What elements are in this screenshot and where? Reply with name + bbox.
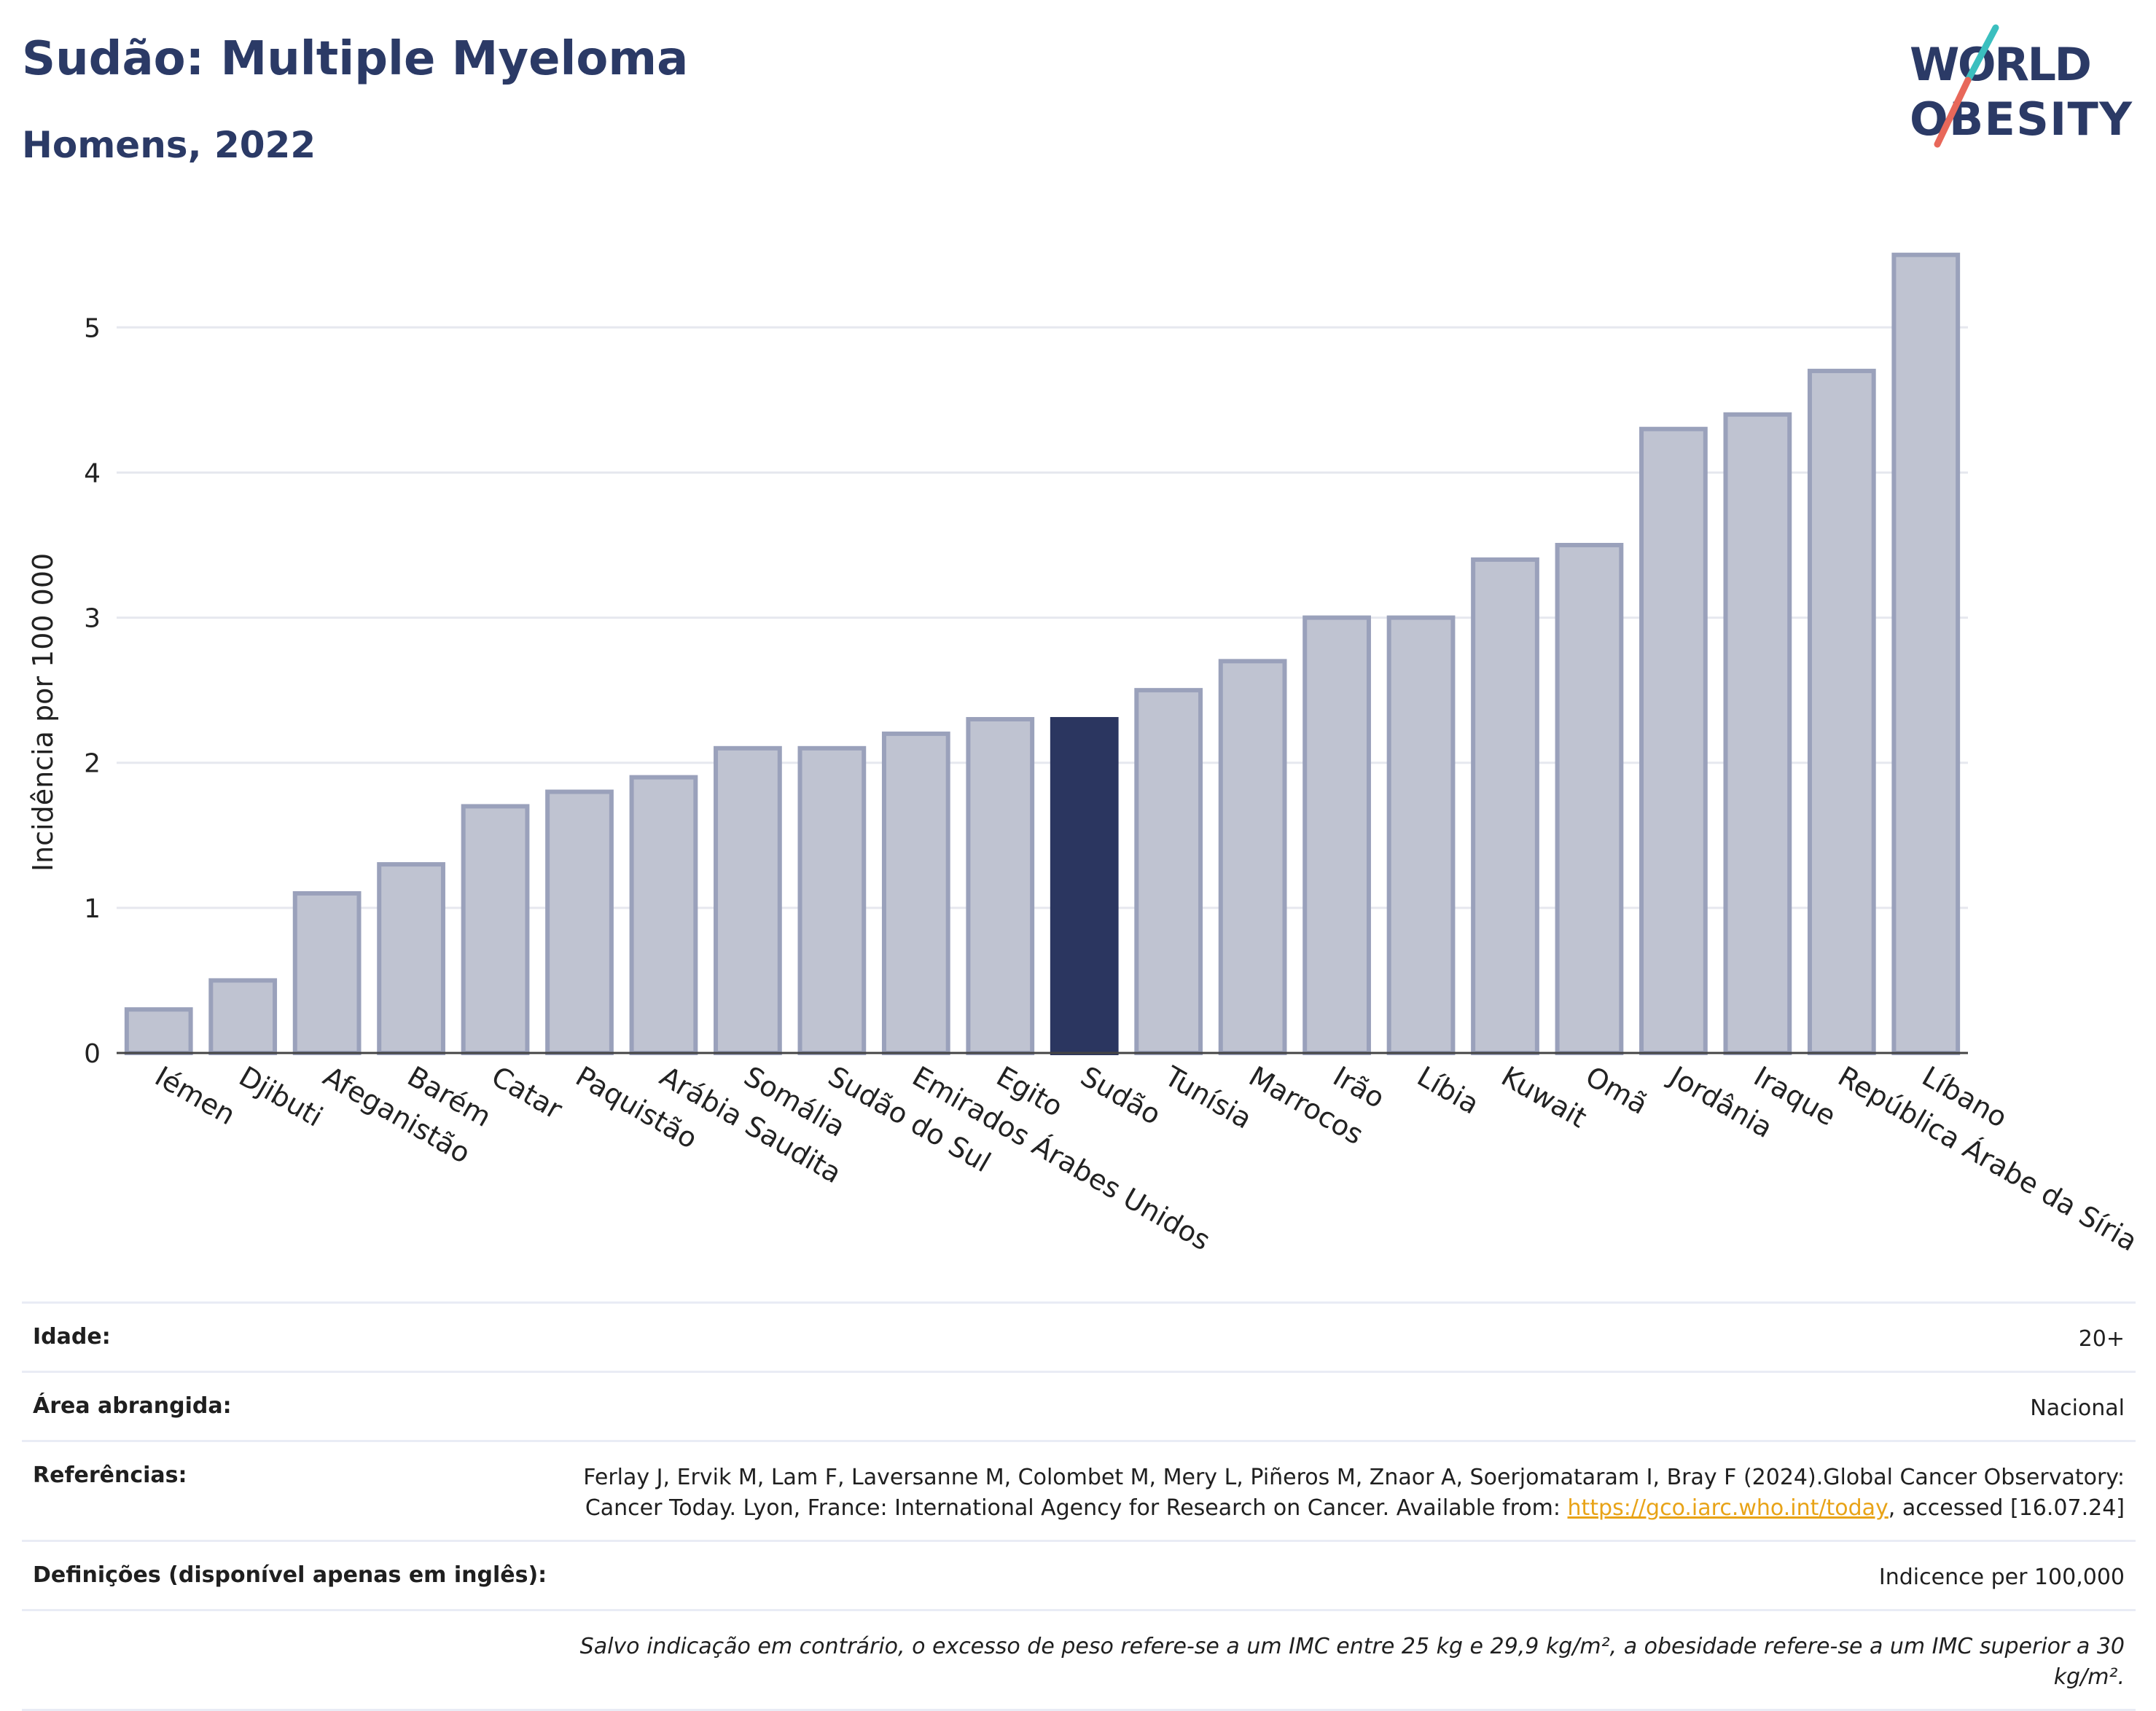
bar-jordânia xyxy=(1639,426,1708,1055)
y-tick-label: 0 xyxy=(84,1039,101,1069)
info-row-references: Referências: Ferlay J, Ervik M, Lam F, L… xyxy=(22,1440,2136,1540)
age-label: Idade: xyxy=(33,1324,111,1350)
info-table: Idade: 20+ Área abrangida: Nacional Refe… xyxy=(22,1301,2136,1711)
definitions-label: Definições (disponível apenas em inglês)… xyxy=(33,1562,547,1588)
bar-iraque xyxy=(1723,412,1792,1055)
world-obesity-logo: WORLD OBESITY xyxy=(1910,24,2133,148)
info-row-definitions: Definições (disponível apenas em inglês)… xyxy=(22,1540,2136,1609)
references-value: Ferlay J, Ervik M, Lam F, Laversanne M, … xyxy=(558,1463,2125,1524)
bar-djibuti xyxy=(208,978,278,1055)
definitions-value: Indicence per 100,000 xyxy=(1878,1565,2125,1590)
x-tick-label: Líbia xyxy=(1412,1060,1485,1121)
x-tick-label: Omã xyxy=(1580,1060,1653,1121)
y-tick-label: 3 xyxy=(84,604,101,634)
references-label: Referências: xyxy=(33,1463,187,1488)
bar-líbano xyxy=(1891,252,1961,1056)
bar-kuwait xyxy=(1471,557,1539,1055)
bar-chart: 0 1 2 3 4 5 IémenDjibutiAfeganistãoBarémCatar… xyxy=(27,252,2143,1258)
bar-irão xyxy=(1302,615,1371,1055)
x-tick-label: Djibuti xyxy=(234,1060,328,1133)
bar-tunísia xyxy=(1134,688,1203,1055)
bar-paquistão xyxy=(545,789,614,1056)
y-axis-label: Incidência por 100 000 xyxy=(27,553,59,872)
page-subtitle: Homens, 2022 xyxy=(22,124,316,166)
area-value: Nacional xyxy=(2030,1395,2125,1421)
bar-líbia xyxy=(1386,615,1456,1055)
x-tick-label: Sudão xyxy=(1075,1060,1166,1132)
bar-afeganistão xyxy=(292,890,362,1055)
references-text: Ferlay J, Ervik M, Lam F, Laversanne M, … xyxy=(583,1465,2125,1521)
info-row-area: Área abrangida: Nacional xyxy=(22,1371,2136,1440)
bar-iémen xyxy=(124,1007,193,1056)
y-tick-label: 4 xyxy=(84,458,101,488)
bar-omã xyxy=(1555,543,1624,1055)
bar-somália xyxy=(714,745,782,1055)
bar-arábia-saudita xyxy=(629,775,698,1055)
info-row-note: Salvo indicação em contrário, o excesso … xyxy=(22,1609,2136,1711)
x-tick-label: Tunísia xyxy=(1159,1060,1257,1135)
bar-marrocos xyxy=(1218,659,1287,1055)
bar-barém xyxy=(377,862,445,1056)
bar-egito xyxy=(966,716,1035,1056)
bar-emirados-árabes-unidos xyxy=(881,731,950,1055)
age-value: 20+ xyxy=(2078,1326,2125,1352)
x-tick-label: República Árabe da Síria xyxy=(1832,1060,2142,1258)
bar-sudão-do-sul xyxy=(797,745,867,1055)
bar-sudão xyxy=(1050,716,1119,1056)
x-tick-label: Iémen xyxy=(149,1060,241,1132)
area-label: Área abrangida: xyxy=(33,1393,232,1419)
footnote: Salvo indicação em contrário, o excesso … xyxy=(579,1634,2125,1690)
y-tick-label: 1 xyxy=(84,894,101,924)
y-tick-labels: 0 1 2 3 4 5 xyxy=(84,313,101,1069)
page-title: Sudão: Multiple Myeloma xyxy=(22,32,689,86)
bars xyxy=(124,252,1961,1056)
x-tick-label: Kuwait xyxy=(1496,1060,1593,1135)
info-row-age: Idade: 20+ xyxy=(22,1301,2136,1371)
bar-república-árabe-da-síria xyxy=(1807,369,1876,1056)
bar-catar xyxy=(461,804,530,1056)
references-link[interactable]: https://gco.iarc.who.int/today xyxy=(1567,1495,1889,1521)
y-tick-label: 5 xyxy=(84,313,101,343)
references-accessed: , accessed [16.07.24] xyxy=(1888,1495,2125,1521)
logo-line1: WORLD xyxy=(1910,38,2092,91)
y-tick-label: 2 xyxy=(84,749,101,779)
x-tick-label: Catar xyxy=(486,1060,568,1126)
